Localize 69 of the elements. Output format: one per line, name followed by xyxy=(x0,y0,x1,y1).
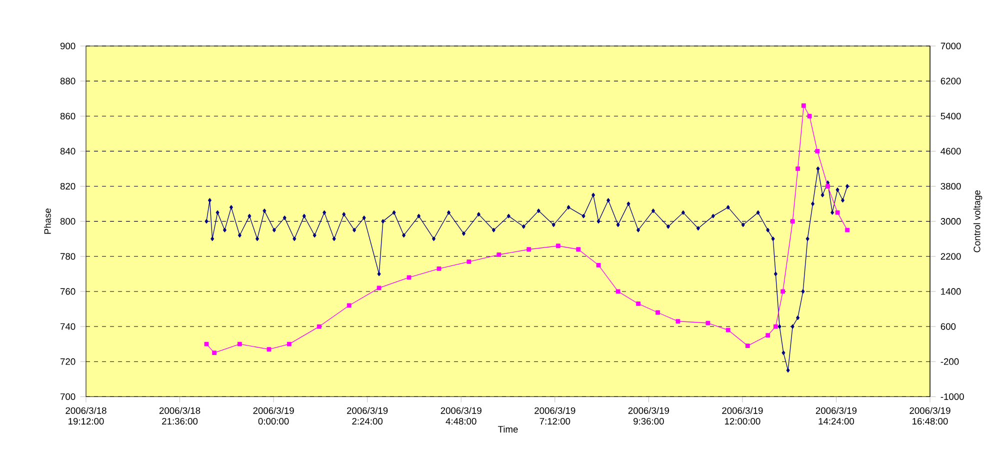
point xyxy=(556,244,560,248)
y-axis-title: Phase xyxy=(44,208,51,234)
point xyxy=(826,184,830,189)
point xyxy=(706,320,710,326)
x-tick-label: 2006/3/18 19:12:00 xyxy=(66,407,106,425)
point xyxy=(835,210,840,215)
y-tick-label: 820 xyxy=(60,183,76,190)
point xyxy=(376,286,382,290)
point xyxy=(766,333,770,338)
y2-tick-label: 2200 xyxy=(940,253,961,260)
y2-tick-label: 1400 xyxy=(941,288,961,295)
point xyxy=(576,247,581,252)
point xyxy=(790,219,795,224)
x-tick-label: 2006/3/19 16:48:00 xyxy=(910,407,950,425)
y-tick-label: 880 xyxy=(60,78,76,85)
y2-tick-label: 4600 xyxy=(940,148,961,155)
y2-axis-title: Control voltage xyxy=(973,190,982,252)
y-tick-label: 760 xyxy=(60,288,76,295)
y-tick-label: 720 xyxy=(60,358,76,366)
x-tick-label: 2006/3/19 9:36:00 xyxy=(628,407,669,425)
point xyxy=(286,342,292,346)
point xyxy=(815,149,820,154)
y2-tick-label: 5400 xyxy=(940,113,961,120)
y2-tick-label: 3000 xyxy=(940,218,961,225)
point xyxy=(780,289,786,294)
point xyxy=(656,310,660,315)
y2-tick-label: 3800 xyxy=(940,183,961,190)
point xyxy=(212,350,217,356)
y-tick-label: 780 xyxy=(60,253,76,260)
point xyxy=(801,104,806,108)
y-tick-label: 900 xyxy=(60,42,76,50)
x-tick-label: 2006/3/19 2:24:00 xyxy=(347,407,388,425)
point xyxy=(616,289,620,294)
y-tick-label: 860 xyxy=(60,113,76,120)
point xyxy=(807,114,812,119)
y2-tick-label: 7000 xyxy=(940,42,961,50)
y-tick-label: 740 xyxy=(60,323,76,330)
point xyxy=(726,328,730,332)
point xyxy=(636,302,640,306)
point xyxy=(466,260,472,264)
point xyxy=(238,342,242,346)
point xyxy=(204,342,209,346)
y2-tick-label: 600 xyxy=(940,323,956,330)
x-tick-label: 2006/3/19 14:24:00 xyxy=(816,407,857,425)
point xyxy=(316,324,322,329)
point xyxy=(596,263,601,268)
y2-tick-label: 6200 xyxy=(940,78,961,85)
x-tick-label: 2006/3/18 21:36:00 xyxy=(159,407,200,425)
point xyxy=(676,319,680,324)
point xyxy=(796,166,800,172)
point xyxy=(496,252,502,258)
y-tick-label: 700 xyxy=(60,394,76,400)
point xyxy=(346,303,352,308)
point xyxy=(526,247,532,252)
x-tick-label: 2006/3/19 4:48:00 xyxy=(440,407,482,425)
x-tick-label: 2006/3/19 12:00:00 xyxy=(722,407,763,425)
y-tick-label: 840 xyxy=(60,148,76,155)
point xyxy=(773,324,778,329)
point xyxy=(266,347,272,352)
y2-tick-label: -1000 xyxy=(940,394,964,400)
point xyxy=(436,266,442,272)
point xyxy=(745,344,750,348)
x-tick-label: 2006/3/19 7:12:00 xyxy=(534,407,576,425)
point xyxy=(845,228,850,232)
y-tick-label: 800 xyxy=(60,218,76,225)
x-tick-label: 2006/3/19 0:00:00 xyxy=(253,407,294,425)
point xyxy=(406,275,412,280)
y2-tick-label: -200 xyxy=(940,358,959,366)
x-axis-title: Time xyxy=(498,426,518,433)
